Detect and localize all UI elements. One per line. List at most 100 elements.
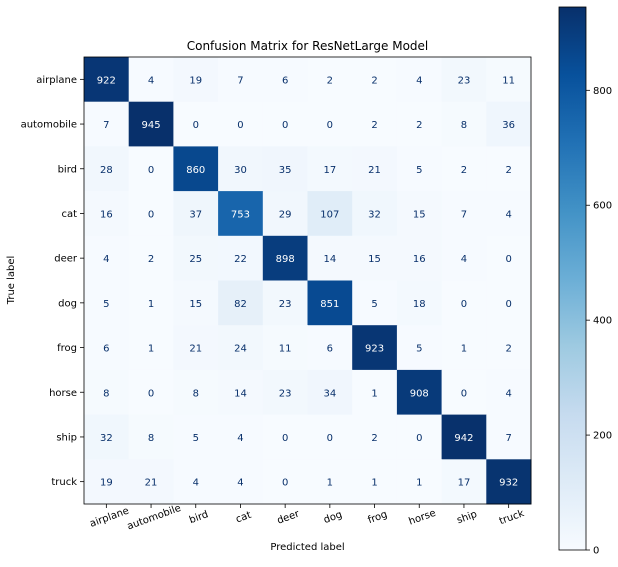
cell-value-label: 2 — [148, 254, 154, 265]
cell-value-label: 0 — [505, 254, 511, 265]
x-tick-label: ship — [455, 509, 478, 526]
cell-value-label: 8 — [103, 388, 109, 399]
cell-value-label: 4 — [237, 433, 243, 444]
cell-value-label: 0 — [505, 299, 511, 310]
heatmap-cell — [173, 325, 219, 371]
y-tick-label: automobile — [21, 120, 77, 131]
colorbar-gradient — [558, 6, 587, 551]
heatmap-cell — [396, 146, 443, 192]
heatmap-cell — [128, 459, 174, 505]
cell-value-label: 898 — [276, 254, 295, 265]
cell-value-label: 5 — [103, 299, 109, 310]
cell-value-label: 21 — [189, 344, 202, 355]
plot-frame — [83, 56, 532, 505]
x-tick-label: bird — [188, 509, 210, 526]
heatmap-cell — [128, 414, 174, 460]
cell-value-label: 5 — [416, 165, 422, 176]
heatmap-cell — [307, 146, 353, 192]
colorbar-tick-label: 600 — [593, 201, 612, 212]
cell-value-label: 0 — [148, 165, 154, 176]
cell-value-label: 11 — [502, 75, 515, 86]
cell-value-label: 0 — [416, 433, 422, 444]
heatmap-cell — [128, 146, 174, 192]
cell-value-label: 107 — [320, 209, 339, 220]
cell-value-label: 28 — [100, 165, 113, 176]
heatmap-cell — [396, 369, 443, 416]
heatmap-cell — [307, 57, 353, 103]
heatmap-cell — [352, 146, 398, 192]
y-tick-label: airplane — [36, 75, 77, 86]
x-axis-label: Predicted label — [270, 542, 344, 553]
heatmap-cell — [128, 369, 174, 416]
cell-value-label: 0 — [327, 433, 333, 444]
x-tick-label: dog — [322, 509, 343, 526]
heatmap-cell — [396, 459, 443, 505]
heatmap-cell — [262, 57, 308, 103]
heatmap-cell — [486, 235, 532, 281]
cell-value-label: 5 — [416, 344, 422, 355]
heatmap-cell — [486, 146, 532, 192]
cell-value-label: 4 — [148, 75, 154, 86]
heatmap-cell — [218, 235, 264, 281]
cell-value-label: 19 — [100, 478, 113, 489]
cell-value-label: 17 — [458, 478, 471, 489]
heatmap-cell — [218, 414, 264, 460]
heatmap-cell — [396, 280, 443, 326]
cell-value-label: 0 — [282, 120, 288, 131]
cell-value-label: 8 — [193, 388, 199, 399]
heatmap-cell — [396, 414, 443, 460]
heatmap-cell — [218, 280, 264, 326]
cell-value-label: 82 — [234, 299, 247, 310]
cell-value-label: 4 — [461, 254, 467, 265]
heatmap-cell — [173, 235, 219, 281]
y-tick-label: horse — [49, 388, 77, 399]
cell-value-label: 4 — [237, 478, 243, 489]
cell-value-label: 1 — [416, 478, 422, 489]
cell-value-label: 2 — [327, 75, 333, 86]
cell-value-label: 922 — [97, 75, 116, 86]
y-tick-label: ship — [56, 432, 77, 443]
colorbar-tick-label: 200 — [593, 431, 612, 442]
cell-value-label: 15 — [413, 209, 426, 220]
cell-value-label: 17 — [323, 165, 336, 176]
heatmap-cell — [262, 191, 308, 237]
x-tick-label: frog — [366, 509, 388, 526]
cell-value-label: 8 — [148, 433, 154, 444]
y-tick-label: deer — [54, 254, 78, 265]
cell-value-label: 35 — [279, 165, 292, 176]
heatmap-cell — [486, 57, 532, 103]
heatmap-cell — [262, 325, 308, 371]
colorbar: 0 200 400 600 800 — [558, 6, 612, 557]
cell-value-label: 19 — [189, 75, 202, 86]
cell-value-label: 15 — [368, 254, 381, 265]
heatmap-cell — [173, 191, 219, 237]
cell-value-label: 36 — [502, 120, 515, 131]
cell-value-label: 16 — [100, 209, 113, 220]
heatmap-cell — [307, 101, 353, 147]
cell-value-label: 21 — [368, 165, 381, 176]
cell-value-label: 5 — [371, 299, 377, 310]
x-tick-label: truck — [498, 508, 526, 527]
cell-value-label: 23 — [458, 75, 471, 86]
heatmap-cell — [84, 101, 130, 147]
cell-value-label: 2 — [371, 120, 377, 131]
heatmap-cell — [352, 235, 398, 281]
cell-value-label: 6 — [282, 75, 288, 86]
heatmap-cell — [352, 459, 398, 505]
heatmap-cell — [173, 57, 219, 103]
cell-value-label: 0 — [327, 120, 333, 131]
heatmap-cell — [307, 369, 353, 416]
cell-value-label: 21 — [145, 478, 158, 489]
heatmap-cell — [441, 101, 487, 147]
cell-value-label: 6 — [327, 344, 333, 355]
cell-value-label: 2 — [416, 120, 422, 131]
cell-value-label: 1 — [461, 344, 467, 355]
heatmap-cell — [352, 280, 398, 326]
heatmap-cell — [352, 414, 398, 460]
heatmap-cell — [441, 191, 487, 237]
cell-value-label: 1 — [371, 388, 377, 399]
heatmap-cell — [486, 459, 532, 505]
heatmap-cell — [307, 459, 353, 505]
